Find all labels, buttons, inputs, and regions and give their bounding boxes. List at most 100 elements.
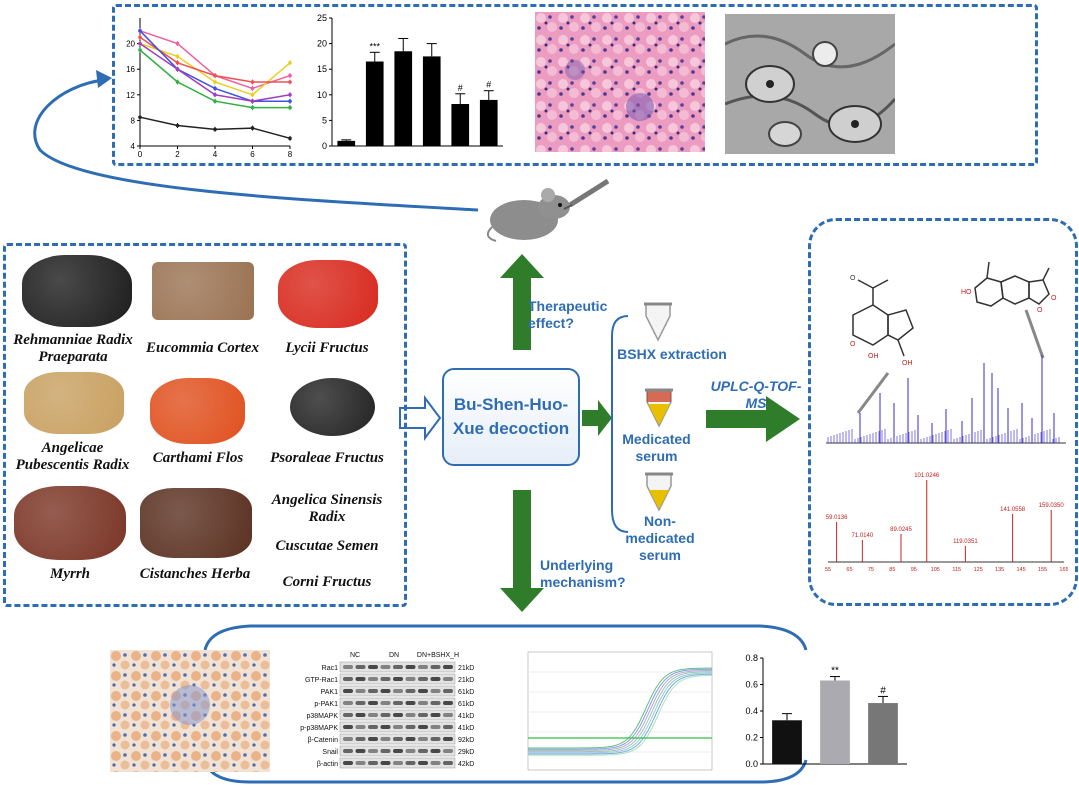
line-point [213, 80, 217, 84]
wb-size-label: 41kD [458, 725, 474, 732]
qpcr-curve [528, 673, 712, 755]
line-point [250, 99, 255, 103]
wb-band [418, 665, 428, 669]
ms-method-label: UPLC-Q-TOF-MS [710, 378, 802, 411]
ms-x-tick: 85 [889, 567, 895, 573]
wb-band [418, 761, 428, 765]
line-chart-x-tick: 6 [250, 150, 255, 158]
qpcr-curve [528, 667, 712, 749]
line-point [288, 80, 292, 84]
bar1-bar [479, 99, 498, 146]
bar2-annotation: ** [831, 666, 839, 677]
underlying-mechanism-label: Underlying mechanism? [540, 557, 626, 590]
wb-band [405, 737, 416, 741]
wb-band [355, 737, 366, 741]
line-point [250, 93, 255, 97]
ms-x-tick: 135 [995, 567, 1004, 573]
wb-band [405, 677, 416, 681]
line-point [138, 48, 142, 52]
sample-medicated-serum: Medicated serum [622, 431, 691, 464]
chemical-structure-lactone: HO O O [961, 261, 1057, 314]
wb-protein-label: Snail [322, 749, 338, 756]
line-chart-y-tick: 16 [126, 65, 135, 74]
wb-band [393, 761, 403, 765]
wb-band [418, 725, 428, 729]
wb-band [405, 725, 416, 729]
line-point [138, 29, 142, 33]
wb-band [430, 701, 441, 705]
herb-image-psoraleae [290, 378, 375, 436]
wb-band [380, 713, 391, 717]
wb-protein-label: p-PAK1 [314, 701, 338, 708]
wb-band [443, 761, 453, 765]
herb-label-carthami: Carthami Flos [152, 450, 244, 466]
ms-peak-label: 101.0246 [914, 473, 940, 479]
wb-band [343, 665, 353, 669]
bar1-y-tick: 20 [317, 39, 327, 49]
wb-band [393, 665, 403, 669]
wb-size-label: 61kD [458, 689, 474, 696]
herb-label-cuscutae: Cuscutae Semen [275, 538, 379, 554]
ms-x-tick: 115 [952, 567, 961, 573]
wb-band [393, 737, 403, 741]
line-point [175, 41, 180, 46]
ms-x-tick: 65 [846, 567, 852, 573]
line-point [250, 105, 255, 110]
wb-band [393, 677, 403, 681]
ms-x-tick: 105 [931, 567, 940, 573]
wb-band [430, 737, 441, 741]
bar1-bar [337, 140, 356, 146]
wb-band [355, 665, 366, 669]
ihc-stain-image [110, 650, 270, 772]
herb-image-cistanches [140, 488, 252, 558]
ms-peak-label: 141.0558 [1000, 507, 1026, 513]
wb-band [380, 701, 391, 705]
line-point [213, 86, 217, 91]
line-point [250, 86, 255, 91]
line-point [250, 126, 255, 130]
herb-label-myrrh: Myrrh [49, 566, 90, 582]
ms-peak-label: 89.0245 [890, 527, 912, 533]
wb-size-label: 92kD [458, 737, 474, 744]
wb-band [418, 677, 428, 681]
bar1-y-tick: 25 [317, 13, 327, 23]
herb-image-carthami [150, 378, 245, 444]
wb-band [418, 689, 428, 693]
bar1-y-tick: 0 [322, 141, 327, 151]
wb-band [418, 749, 428, 753]
wb-band [368, 701, 378, 705]
svg-text:O: O [1051, 295, 1057, 302]
wb-protein-label: β-Catenin [308, 737, 339, 744]
bar2-y-tick: 0.4 [745, 706, 758, 716]
sample-bshx-extraction: BSHX extraction [617, 346, 727, 362]
line-point [138, 115, 142, 119]
wb-size-label: 29kD [458, 749, 474, 756]
wb-band [343, 761, 353, 765]
qpcr-curve [528, 671, 713, 753]
wb-protein-label: PAK1 [321, 689, 338, 696]
herb-image-rehmannia [22, 255, 132, 327]
line-chart-y-tick: 4 [131, 142, 136, 151]
wb-size-label: 42kD [458, 761, 474, 768]
svg-text:O: O [1037, 307, 1043, 314]
wb-band [430, 749, 441, 753]
wb-size-label: 21kD [458, 677, 474, 684]
herb-label-rehmannia: Rehmanniae Radix Praeparata [13, 332, 133, 365]
qpcr-curve [528, 668, 712, 750]
wb-band [430, 725, 441, 729]
herb-image-lycii [278, 260, 378, 328]
herb-label-corni: Corni Fructus [282, 574, 372, 590]
herb-image-eucommia [152, 262, 254, 320]
wb-protein-label: p-p38MAPK [300, 725, 338, 732]
bar1-bar [365, 61, 384, 146]
bar2-y-tick: 0.8 [745, 653, 758, 663]
line-point [288, 105, 292, 110]
wb-band [368, 677, 378, 681]
bar1-y-tick: 15 [317, 64, 327, 74]
svg-text:OH: OH [902, 360, 913, 367]
chemical-structure-iridoid: O O OH OH [850, 275, 914, 367]
ms-peak-label: 119.0351 [953, 539, 978, 545]
line-point [213, 73, 217, 78]
herb-label-eucommia: Eucommia Cortex [146, 340, 259, 356]
wb-band [343, 701, 353, 705]
